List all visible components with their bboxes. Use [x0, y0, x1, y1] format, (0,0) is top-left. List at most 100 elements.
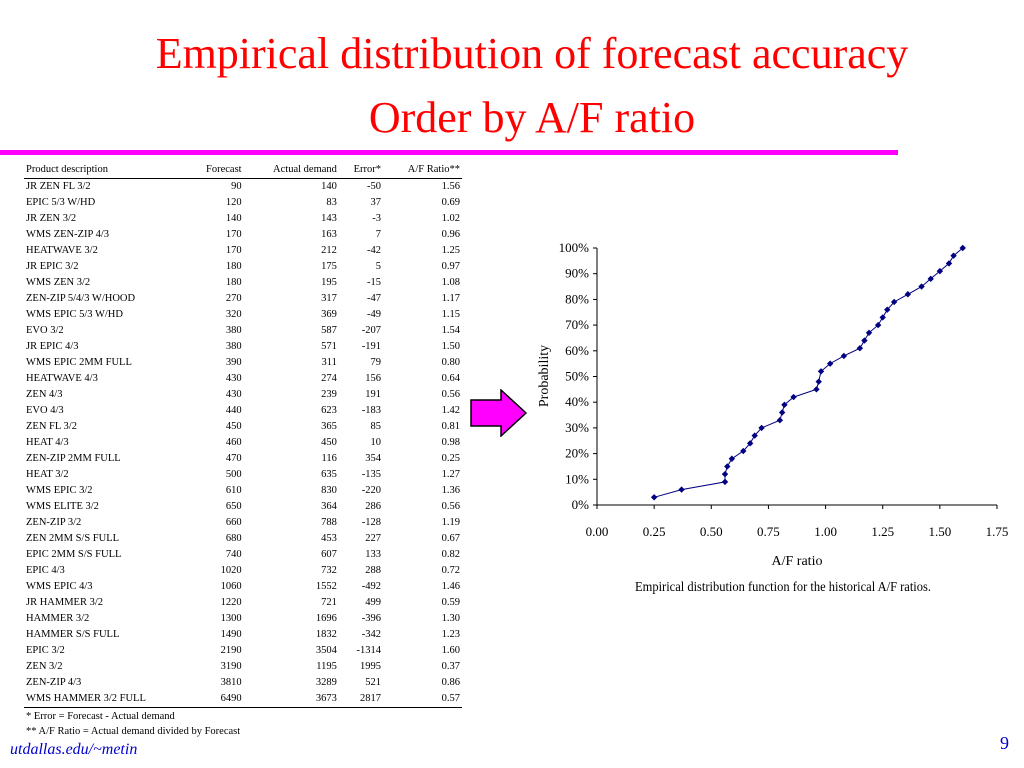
right-arrow-icon	[470, 389, 528, 437]
cell-actual-demand: 239	[321, 389, 337, 400]
cell-product-description: WMS ZEN-ZIP 4/3	[26, 229, 110, 240]
cell-product-description: EVO 4/3	[26, 405, 64, 416]
cell-actual-demand: 212	[321, 245, 337, 256]
data-point	[724, 463, 731, 470]
x-tick-label: 0.75	[757, 524, 780, 539]
cell-af-ratio: 0.82	[441, 549, 460, 560]
note-error-definition: * Error = Forecast - Actual demand	[26, 711, 175, 722]
y-tick-label: 0%	[572, 497, 590, 512]
cell-af-ratio: 0.72	[441, 565, 460, 576]
table-row: HEATWAVE 3/2 170 212 -42 1.25	[24, 243, 462, 259]
cell-product-description: WMS EPIC 5/3 W/HD	[26, 309, 123, 320]
cell-actual-demand: 721	[321, 597, 337, 608]
cell-forecast: 610	[225, 485, 242, 496]
cell-error: 79	[370, 357, 382, 368]
table-row: HAMMER 3/2 1300 1696 -396 1.30	[24, 611, 462, 627]
cell-product-description: EPIC 3/2	[26, 645, 65, 656]
cell-actual-demand: 1195	[316, 661, 337, 672]
table-row: HEATWAVE 4/3 430 274 156 0.64	[24, 371, 462, 387]
cell-af-ratio: 0.81	[441, 421, 460, 432]
table-row: JR EPIC 3/2 180 175 5 0.97	[24, 259, 462, 275]
cell-product-description: HEAT 4/3	[26, 437, 69, 448]
cell-af-ratio: 1.17	[441, 293, 460, 304]
y-tick-label: 50%	[565, 369, 589, 384]
cell-error: -207	[361, 325, 382, 336]
cell-actual-demand: 143	[321, 213, 337, 224]
cell-product-description: ZEN-ZIP 2MM FULL	[26, 453, 121, 464]
cell-actual-demand: 1552	[315, 581, 337, 592]
y-axis-label: Probability	[537, 345, 552, 407]
cell-actual-demand: 571	[321, 341, 337, 352]
table-row: HAMMER S/S FULL 1490 1832 -342 1.23	[24, 627, 462, 643]
table-row: WMS ZEN-ZIP 4/3 170 163 7 0.96	[24, 227, 462, 243]
cell-af-ratio: 0.97	[441, 261, 460, 272]
y-tick-label: 80%	[565, 291, 589, 306]
title-divider	[0, 150, 898, 155]
cell-actual-demand: 274	[321, 373, 337, 384]
forecast-table-container: Product description Forecast Actual dema…	[24, 162, 462, 739]
cell-error: 1995	[360, 661, 382, 672]
data-point	[678, 486, 685, 493]
cell-af-ratio: 1.54	[441, 325, 460, 336]
header-error: Error*	[338, 162, 384, 179]
cell-af-ratio: 0.57	[383, 691, 462, 708]
cell-forecast: 120	[225, 197, 242, 208]
data-point	[778, 409, 786, 416]
cell-error: -3	[372, 213, 382, 224]
x-tick-label: 1.25	[871, 524, 894, 539]
cell-error: -492	[361, 581, 382, 592]
cell-forecast: 140	[225, 213, 242, 224]
data-point	[776, 416, 784, 424]
y-tick-label: 60%	[565, 343, 589, 358]
cell-af-ratio: 1.23	[441, 629, 460, 640]
cell-forecast: 3190	[220, 661, 242, 672]
cell-product-description: EPIC 4/3	[26, 565, 65, 576]
cell-actual-demand: 364	[321, 501, 337, 512]
cell-product-description: HEATWAVE 4/3	[26, 373, 98, 384]
cell-actual-demand: 163	[321, 229, 337, 240]
x-tick-label: 0.50	[700, 524, 723, 539]
footer-url[interactable]: utdallas.edu/~metin	[10, 741, 138, 758]
x-tick-label: 0.00	[586, 524, 609, 539]
cell-forecast: 680	[225, 533, 242, 544]
cell-af-ratio: 0.37	[441, 661, 460, 672]
cell-error: 288	[365, 565, 382, 576]
cell-error: -220	[361, 485, 382, 496]
data-point	[790, 393, 797, 401]
cell-forecast: 470	[225, 453, 242, 464]
cell-error: -128	[361, 517, 382, 528]
x-tick-label: 1.00	[814, 524, 837, 539]
cell-actual-demand: 635	[321, 469, 337, 480]
cell-af-ratio: 1.56	[441, 181, 460, 192]
data-point	[918, 283, 925, 290]
cell-forecast: 740	[225, 549, 242, 560]
cell-forecast: 1060	[220, 581, 242, 592]
table-row: JR HAMMER 3/2 1220 721 499 0.59	[24, 595, 462, 611]
cell-error: 499	[365, 597, 382, 608]
table-row: WMS EPIC 5/3 W/HD 320 369 -49 1.15	[24, 307, 462, 323]
cell-forecast: 380	[225, 341, 242, 352]
header-forecast: Forecast	[188, 162, 244, 179]
data-point	[817, 368, 825, 375]
table-row: EVO 3/2 380 587 -207 1.54	[24, 323, 462, 339]
cell-forecast: 390	[225, 357, 242, 368]
cell-forecast: 450	[225, 421, 242, 432]
cell-actual-demand: 1832	[315, 629, 337, 640]
table-row: WMS EPIC 2MM FULL 390 311 79 0.80	[24, 355, 462, 371]
cell-af-ratio: 0.59	[441, 597, 460, 608]
cell-error: 85	[370, 421, 382, 432]
cell-product-description: ZEN 3/2	[26, 661, 63, 672]
af-ratio-distribution-chart: 0% 10% 20% 30% 40% 50% 60% 70% 80% 90% 100% 0.00 0.2…	[537, 240, 1008, 595]
cell-af-ratio: 0.98	[441, 437, 460, 448]
cell-af-ratio: 0.56	[441, 389, 460, 400]
data-point	[945, 260, 953, 267]
cell-af-ratio: 0.96	[441, 229, 460, 240]
cell-forecast: 660	[225, 517, 242, 528]
cell-product-description: JR HAMMER 3/2	[26, 597, 104, 608]
cell-actual-demand: 311	[321, 357, 337, 368]
table-row: WMS EPIC 3/2 610 830 -220 1.36	[24, 483, 462, 499]
cell-error: 37	[370, 197, 382, 208]
table-row: ZEN 4/3 430 239 191 0.56	[24, 387, 462, 403]
data-point	[721, 470, 729, 478]
x-tick-label: 1.50	[928, 524, 951, 539]
